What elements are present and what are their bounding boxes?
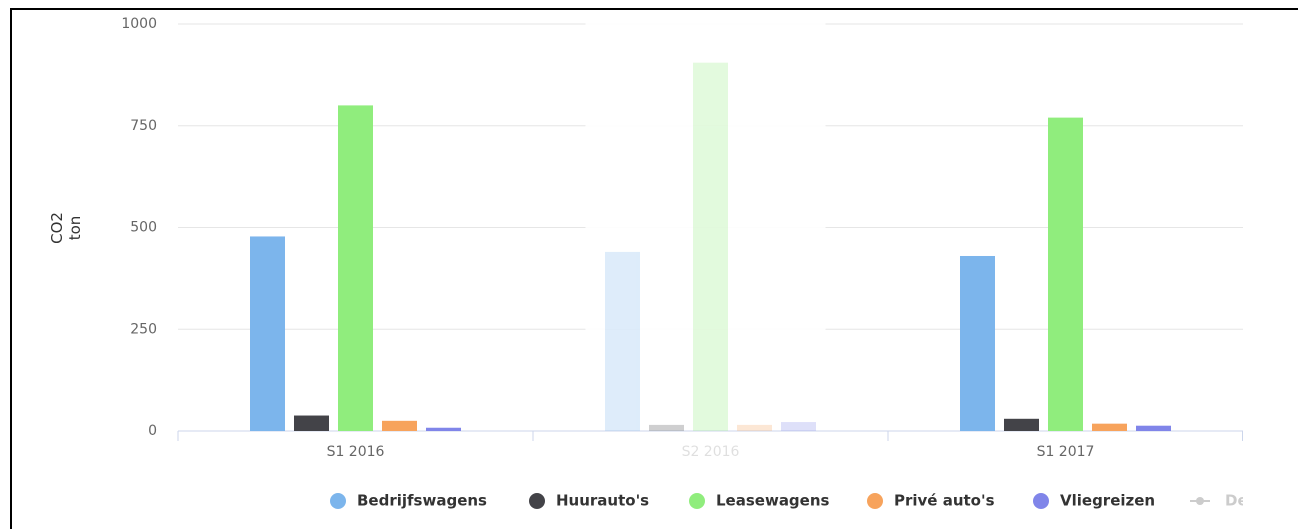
y-tick-label: 0 (148, 423, 157, 439)
bar (649, 424, 684, 431)
bar (382, 420, 417, 431)
legend-symbol (330, 493, 346, 509)
legend-label: Vliegreizen (1060, 492, 1155, 510)
category-group (250, 105, 461, 432)
bar (294, 415, 329, 431)
legend-symbol (689, 493, 705, 509)
y-tick-label: 250 (130, 321, 157, 337)
bar (338, 105, 373, 432)
y-tick-label: 750 (130, 118, 157, 134)
y-tick-label: 1000 (121, 16, 157, 32)
bar (1048, 117, 1083, 432)
legend-symbol (1196, 497, 1204, 505)
y-axis-title: CO2ton (48, 212, 84, 244)
y-axis-title-line: ton (66, 216, 84, 241)
legend-label: Leasewagens (716, 492, 830, 510)
bar (605, 251, 640, 431)
bar (693, 62, 728, 431)
bar (1136, 425, 1171, 431)
bar (250, 236, 285, 431)
bar (781, 422, 816, 431)
legend-label: De (1225, 492, 1248, 510)
category-group (605, 62, 816, 431)
frame (10, 8, 1298, 529)
legend-label: Bedrijfswagens (357, 492, 487, 510)
legend-symbol (529, 493, 545, 509)
dim-band (585, 14, 826, 429)
bar (426, 427, 461, 431)
legend-label: Privé auto's (894, 492, 995, 510)
legend-symbol (1033, 493, 1049, 509)
bar (960, 255, 995, 431)
bar (737, 424, 772, 431)
x-tick-label: S1 2016 (327, 444, 385, 460)
legend-symbol (867, 493, 883, 509)
bar (1092, 423, 1127, 431)
edge-mask (1243, 460, 1298, 529)
y-axis-title-line: CO2 (48, 212, 66, 244)
x-tick-label: S1 2017 (1037, 444, 1095, 460)
y-tick-label: 500 (130, 220, 157, 236)
x-tick-label: S2 2016 (682, 444, 740, 460)
bar (1004, 418, 1039, 431)
category-group (960, 117, 1171, 432)
legend-label: Huurauto's (556, 492, 649, 510)
